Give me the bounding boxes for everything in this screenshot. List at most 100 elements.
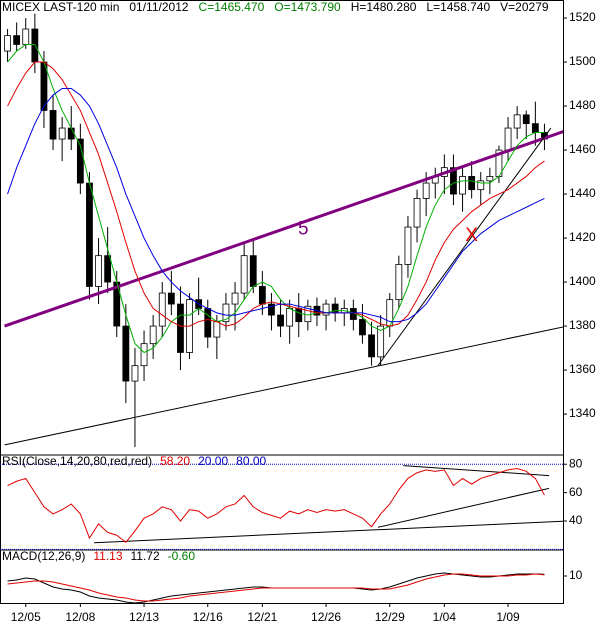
stat: -0.60 — [168, 549, 196, 563]
y-tick-label: 1400 — [569, 274, 596, 288]
stat: V=20279 — [500, 0, 549, 14]
y-tick-label: 1500 — [569, 54, 596, 68]
candle-body — [149, 325, 157, 345]
candle-body — [377, 325, 385, 358]
candle-body — [204, 308, 212, 338]
candle-body — [404, 226, 412, 265]
candle-body — [13, 35, 21, 45]
stat: 80.00 — [236, 454, 266, 468]
candle-body — [177, 303, 184, 353]
candle-body — [86, 182, 93, 287]
candle-body — [49, 110, 57, 140]
trendline — [403, 465, 550, 477]
candle-body — [167, 292, 175, 305]
candle-body — [67, 127, 75, 140]
candle-body — [213, 321, 221, 338]
panel-title: MICEX LAST-120 min — [2, 0, 119, 14]
stat: C=1465.470 — [199, 0, 265, 14]
candle-body — [368, 334, 375, 358]
stat: H=1480.280 — [351, 0, 417, 14]
trendline — [4, 326, 563, 446]
panel — [4, 13, 563, 448]
panel — [0, 463, 563, 550]
candle-body — [222, 303, 230, 323]
y-tick-label: 40 — [569, 513, 583, 527]
annotation: 5 — [298, 218, 309, 239]
x-tick-label: 12/16 — [193, 610, 223, 624]
candle-body — [58, 127, 66, 140]
candle-body — [104, 255, 112, 283]
candle-body — [468, 176, 476, 191]
candle-body — [513, 114, 521, 129]
y-tick-label: 1480 — [569, 98, 596, 112]
x-tick-label: 12/26 — [311, 610, 341, 624]
candle-body — [322, 303, 330, 316]
candle-body — [486, 176, 494, 182]
y-tick-label: 1520 — [569, 10, 596, 24]
candle-body — [522, 114, 530, 125]
y-tick-label: 1460 — [569, 142, 596, 156]
panel — [7, 572, 545, 603]
candle-body — [359, 319, 366, 336]
candle-body — [286, 308, 294, 327]
x-tick-label: 12/21 — [247, 610, 277, 624]
series-line — [7, 467, 545, 544]
series-line — [7, 87, 545, 323]
candle-body — [140, 343, 148, 367]
candle-body — [249, 255, 257, 287]
panel-title: MACD(12,26,9) — [2, 549, 85, 563]
x-tick-label: 12/13 — [129, 610, 159, 624]
candle-body — [76, 138, 84, 184]
y-tick-label: 80 — [569, 456, 583, 470]
y-tick-label: 1360 — [569, 362, 596, 376]
stat: O=1473.790 — [274, 0, 341, 14]
candle-body — [450, 167, 457, 195]
candle-body — [4, 35, 11, 52]
trendline — [377, 487, 550, 528]
y-tick-label: 1420 — [569, 230, 596, 244]
series-line — [7, 43, 545, 354]
candle-body — [477, 180, 485, 191]
x-tick-label: 1/09 — [496, 610, 520, 624]
candle-body — [95, 255, 102, 287]
x-tick-label: 1/04 — [433, 610, 457, 624]
y-tick-label: 1380 — [569, 318, 596, 332]
trendline — [4, 130, 563, 328]
date: 01/11/2012 — [129, 0, 188, 14]
stat: 58.20 — [160, 454, 190, 468]
candle-body — [395, 264, 403, 301]
series-line — [7, 573, 545, 602]
x-tick-label: 12/29 — [375, 610, 405, 624]
candle-body — [413, 198, 421, 228]
series-line — [7, 61, 545, 327]
trendline — [377, 127, 552, 366]
x-tick-label: 12/08 — [65, 610, 95, 624]
candle-body — [268, 303, 275, 316]
x-tick-label: 12/05 — [11, 610, 41, 624]
candle-body — [258, 286, 266, 305]
candle-body — [531, 123, 539, 133]
candle-body — [22, 28, 30, 45]
candle-body — [131, 365, 139, 382]
frame — [0, 0, 564, 604]
candle-body — [422, 182, 430, 199]
stat: L=1458.740 — [426, 0, 490, 14]
candle-body — [459, 176, 466, 195]
y-tick-label: 60 — [569, 485, 583, 499]
candle-body — [122, 325, 130, 382]
panel-title: RSI(Close,14,20,80,red,red) — [2, 454, 152, 468]
candle-body — [31, 28, 39, 63]
y-tick-label: 1340 — [569, 406, 596, 420]
candle-body — [295, 308, 303, 323]
candle-body — [231, 292, 239, 305]
y-tick-label: 1440 — [569, 186, 596, 200]
trendline — [93, 520, 563, 544]
candle-body — [240, 255, 248, 294]
stat: 11.72 — [131, 549, 160, 563]
candle-body — [277, 314, 284, 327]
stat: 11.13 — [93, 549, 122, 563]
candle-body — [504, 127, 512, 151]
annotation: X — [465, 225, 478, 246]
